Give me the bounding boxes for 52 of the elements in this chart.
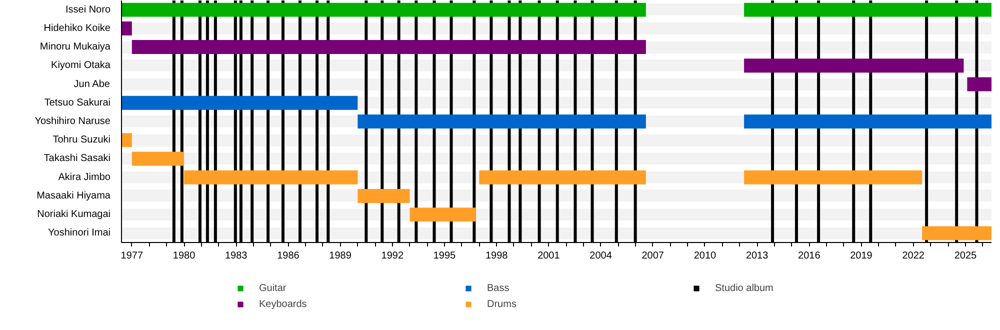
- y-tick-label: Masaaki Hiyama: [36, 190, 111, 202]
- bar: [122, 96, 358, 110]
- y-tick-label: Jun Abe: [74, 78, 110, 90]
- bar: [122, 2, 646, 17]
- y-tick-label: Yoshinori Imai: [48, 228, 111, 239]
- bar: [479, 170, 646, 184]
- x-tick-label: 1977: [120, 250, 144, 262]
- bar: [132, 152, 184, 166]
- bar: [967, 77, 992, 92]
- x-tick-label: 1995: [433, 250, 456, 262]
- bar: [122, 21, 132, 36]
- legend-label: Studio album: [715, 282, 774, 294]
- x-tick-label: 2010: [694, 250, 717, 262]
- legend-label: Keyboards: [259, 298, 308, 310]
- x-tick-label: 1983: [224, 250, 248, 262]
- x-tick-label: 2004: [590, 250, 612, 262]
- bar: [744, 2, 992, 17]
- y-tick-label: Kiyomi Otaka: [51, 60, 111, 72]
- bar: [122, 133, 132, 148]
- bar: [744, 170, 922, 184]
- bar: [410, 208, 476, 222]
- legend-label: Drums: [487, 298, 518, 310]
- y-tick-label: Takashi Sasaki: [44, 153, 111, 164]
- x-tick-label: 1989: [329, 250, 352, 262]
- x-tick-label: 2019: [850, 250, 873, 262]
- legend-label: Bass: [487, 282, 510, 294]
- bar: [744, 58, 964, 73]
- y-tick-label: Noriaki Kumagai: [37, 209, 111, 220]
- x-tick-label: 1992: [381, 250, 404, 262]
- x-tick-label: 1980: [172, 250, 196, 262]
- bar: [922, 226, 992, 240]
- x-tick-label: 2013: [746, 250, 769, 262]
- bar: [184, 170, 358, 184]
- x-tick-label: 2022: [902, 250, 925, 262]
- bar: [358, 114, 646, 128]
- y-tick-label: Minoru Mukaiya: [40, 42, 111, 53]
- bar: [132, 40, 646, 54]
- y-tick-label: Yoshihiro Naruse: [34, 116, 111, 127]
- x-tick-label: 2001: [538, 250, 560, 262]
- x-tick-label: 1998: [485, 250, 508, 262]
- x-tick-label: 2025: [954, 250, 978, 262]
- legend-label: Guitar: [259, 282, 288, 294]
- x-tick-label: 2007: [642, 250, 664, 262]
- y-tick-label: Issei Noro: [65, 4, 111, 16]
- bar: [358, 188, 410, 203]
- x-tick-label: 2016: [798, 250, 821, 262]
- y-tick-label: Akira Jimbo: [58, 172, 111, 183]
- bar: [744, 114, 992, 128]
- y-tick-label: Tetsuo Sakurai: [44, 97, 111, 108]
- y-tick-label: Tohru Suzuki: [52, 134, 111, 146]
- x-tick-label: 1986: [277, 250, 300, 262]
- y-tick-label: Hidehiko Koike: [44, 22, 111, 34]
